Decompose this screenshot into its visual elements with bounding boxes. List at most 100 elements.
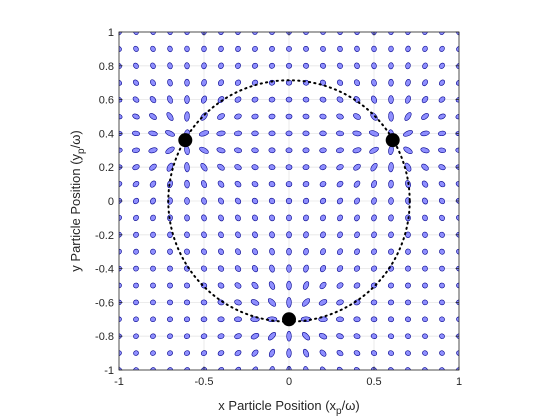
ellipse-mark bbox=[336, 316, 344, 323]
ellipse-mark bbox=[286, 280, 292, 291]
ellipse-mark bbox=[301, 332, 311, 341]
ellipse-mark bbox=[318, 299, 328, 306]
ellipse-mark bbox=[133, 214, 139, 221]
ellipse-mark bbox=[354, 45, 360, 52]
ellipse-mark bbox=[303, 62, 309, 69]
ellipse-mark bbox=[150, 214, 156, 222]
ellipse-mark bbox=[132, 164, 140, 171]
ellipse-mark bbox=[302, 197, 310, 205]
ellipse-mark bbox=[353, 180, 361, 188]
ellipse-mark bbox=[149, 163, 157, 171]
ellipse-mark bbox=[251, 349, 259, 357]
ellipse-mark bbox=[405, 333, 411, 339]
ellipse-mark bbox=[404, 112, 412, 121]
ellipse-mark bbox=[150, 265, 156, 272]
ellipse-mark bbox=[405, 248, 411, 255]
ellipse-mark bbox=[455, 198, 459, 204]
y-tick-label: -0.6 bbox=[95, 297, 114, 309]
ellipse-mark bbox=[234, 164, 242, 171]
ellipse-mark bbox=[268, 181, 276, 188]
x-tick-label: -0.5 bbox=[195, 376, 214, 388]
ellipse-mark bbox=[319, 197, 327, 205]
ellipse-mark bbox=[150, 231, 156, 238]
ellipse-mark bbox=[319, 181, 327, 188]
ellipse-mark bbox=[285, 181, 293, 188]
ellipse-mark bbox=[267, 298, 277, 307]
y-tick-label: 0.2 bbox=[99, 162, 114, 174]
ellipse-mark bbox=[422, 350, 428, 356]
ellipse-mark bbox=[251, 197, 259, 205]
ellipse-mark bbox=[422, 265, 428, 272]
ellipse-mark bbox=[354, 79, 360, 87]
ellipse-mark bbox=[217, 197, 225, 205]
ellipse-mark bbox=[387, 316, 395, 323]
ellipse-mark bbox=[218, 79, 224, 87]
ellipse-mark bbox=[422, 282, 428, 289]
ellipse-mark bbox=[167, 62, 173, 70]
ellipse-mark bbox=[269, 231, 275, 239]
ellipse-mark bbox=[184, 62, 190, 70]
ellipse-mark bbox=[371, 197, 377, 205]
ellipse-mark bbox=[405, 282, 411, 289]
ellipse-mark bbox=[353, 350, 361, 356]
ellipse-mark bbox=[388, 350, 394, 356]
ellipse-mark bbox=[286, 46, 292, 52]
ellipse-mark bbox=[286, 62, 292, 69]
y-tick-label: -0.2 bbox=[95, 230, 114, 242]
ellipse-mark bbox=[268, 197, 276, 205]
ellipse-mark bbox=[150, 79, 156, 87]
ellipse-mark bbox=[183, 316, 191, 323]
ellipse-mark bbox=[269, 264, 275, 273]
ellipse-mark bbox=[371, 214, 377, 222]
ellipse-mark bbox=[420, 130, 430, 137]
ellipse-mark bbox=[336, 333, 344, 340]
ellipse-mark bbox=[132, 181, 140, 188]
ellipse-mark bbox=[268, 348, 276, 358]
ellipse-mark bbox=[337, 45, 343, 52]
ellipse-mark bbox=[303, 46, 309, 52]
ellipse-mark bbox=[405, 62, 411, 70]
ellipse-mark bbox=[302, 281, 310, 290]
ellipse-mark bbox=[268, 147, 276, 154]
ellipse-mark bbox=[422, 248, 428, 255]
ellipse-mark bbox=[336, 96, 344, 103]
ellipse-mark bbox=[438, 147, 446, 153]
ellipse-mark bbox=[336, 197, 344, 205]
ellipse-mark bbox=[370, 316, 378, 323]
ellipse-mark bbox=[387, 282, 395, 289]
ellipse-mark bbox=[285, 197, 293, 205]
ellipse-mark bbox=[184, 95, 190, 104]
ellipse-mark bbox=[303, 366, 309, 370]
ellipse-mark bbox=[336, 299, 344, 306]
ellipse-mark bbox=[387, 333, 395, 339]
ellipse-mark bbox=[184, 197, 190, 205]
ellipse-mark bbox=[318, 333, 328, 340]
ellipse-mark bbox=[234, 316, 242, 323]
y-tick-label: 0.8 bbox=[99, 61, 114, 73]
ellipse-mark bbox=[302, 147, 310, 154]
ellipse-mark bbox=[133, 231, 139, 238]
ellipse-mark bbox=[422, 79, 428, 87]
ellipse-mark bbox=[200, 265, 208, 272]
ellipse-mark bbox=[183, 282, 191, 289]
ellipse-mark bbox=[235, 248, 241, 255]
ellipse-mark bbox=[150, 45, 156, 52]
ellipse-mark bbox=[337, 248, 343, 255]
ellipse-mark bbox=[269, 214, 275, 222]
ellipse-mark bbox=[368, 130, 380, 137]
ellipse-mark bbox=[370, 180, 378, 189]
ellipse-mark bbox=[422, 316, 428, 323]
ellipse-mark bbox=[251, 96, 259, 103]
ellipse-mark bbox=[132, 197, 140, 205]
ellipse-mark bbox=[268, 130, 276, 137]
x-axis-label-main: x Particle Position (x bbox=[218, 398, 336, 413]
ellipse-mark bbox=[439, 316, 445, 323]
ellipse-mark bbox=[336, 164, 344, 171]
ellipse-mark bbox=[252, 45, 258, 52]
ellipse-mark bbox=[201, 231, 207, 239]
ellipse-mark bbox=[201, 62, 207, 70]
ellipse-mark bbox=[235, 32, 241, 35]
ellipse-mark bbox=[167, 333, 173, 339]
ellipse-mark bbox=[269, 46, 275, 52]
ellipse-mark bbox=[319, 164, 327, 171]
